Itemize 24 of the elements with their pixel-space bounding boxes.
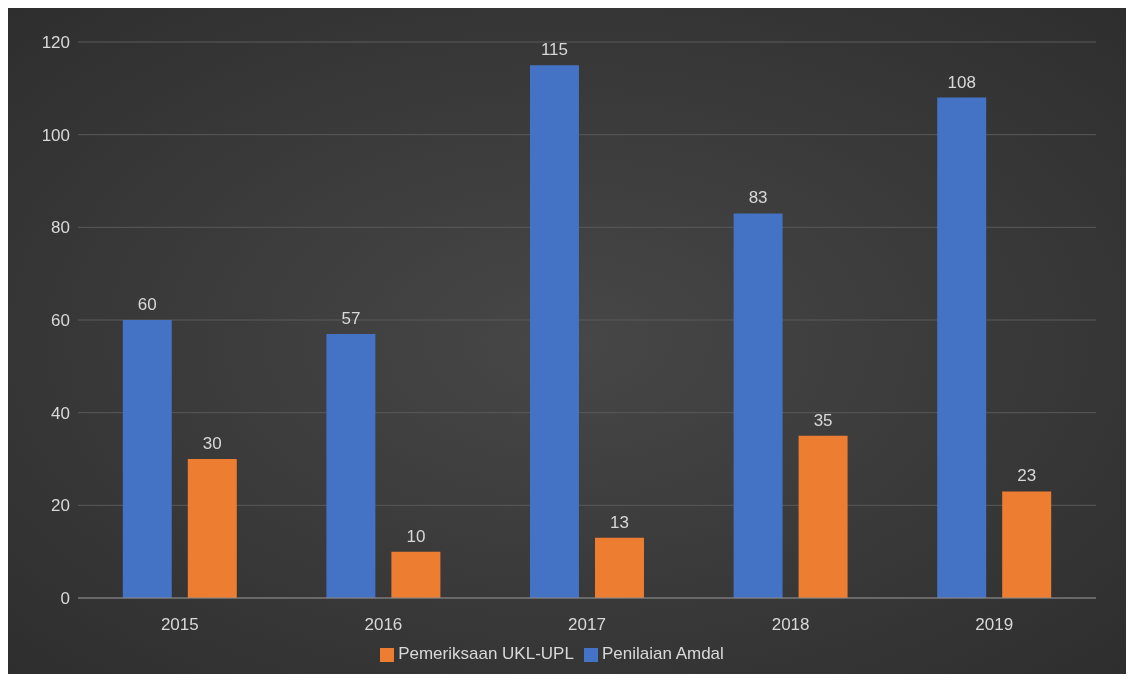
data-label: 57 bbox=[341, 308, 361, 328]
legend-label: Pemeriksaan UKL-UPL bbox=[398, 644, 574, 663]
data-label: 83 bbox=[748, 188, 768, 208]
y-tick-label: 40 bbox=[51, 403, 70, 423]
x-tick-label: 2015 bbox=[160, 615, 199, 635]
y-tick-label: 100 bbox=[41, 125, 70, 145]
x-tick-label: 2017 bbox=[568, 615, 606, 635]
x-tick-label: 2016 bbox=[364, 615, 403, 635]
y-tick-label: 0 bbox=[60, 589, 70, 609]
data-label: 10 bbox=[406, 526, 426, 546]
data-label: 115 bbox=[540, 40, 569, 60]
data-label: 13 bbox=[610, 512, 629, 532]
legend-label: Penilaian Amdal bbox=[601, 644, 724, 663]
data-label: 108 bbox=[947, 72, 976, 92]
y-tick-label: 20 bbox=[51, 496, 70, 516]
data-label: 23 bbox=[1017, 466, 1037, 486]
data-label: 35 bbox=[813, 410, 833, 430]
x-tick-label: 2019 bbox=[975, 615, 1014, 635]
y-tick-label: 120 bbox=[41, 33, 70, 53]
x-tick-label: 2018 bbox=[771, 615, 810, 635]
y-tick-label: 60 bbox=[51, 311, 70, 331]
data-label: 30 bbox=[202, 434, 222, 453]
data-label: 60 bbox=[137, 295, 157, 314]
y-tick-label: 80 bbox=[51, 218, 70, 238]
